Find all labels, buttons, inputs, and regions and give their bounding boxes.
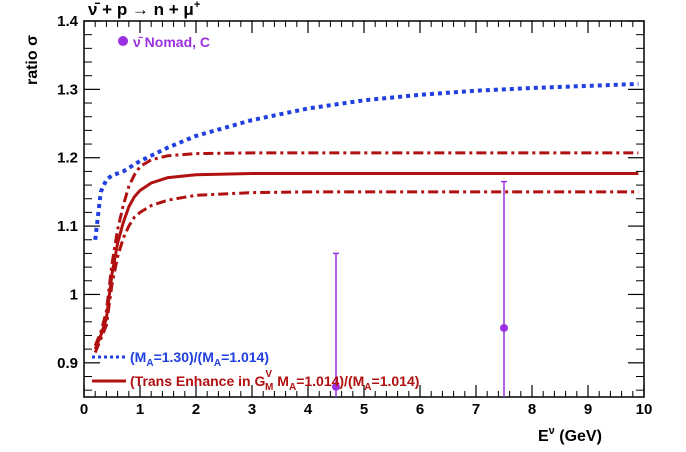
data-point — [332, 382, 340, 391]
data-points — [332, 180, 508, 397]
y-tick-label: 1.2 — [57, 150, 78, 167]
y-axis-title: ratio σ — [24, 35, 41, 85]
series-line-1 — [93, 81, 639, 241]
legend-nomad-label: ν̄ Nomad, C — [133, 34, 210, 50]
x-tick-label: 1 — [136, 401, 144, 418]
y-tick-label: 1.1 — [57, 218, 78, 235]
data-point — [500, 323, 508, 332]
x-tick-label: 10 — [636, 401, 653, 418]
y-tick-label: 0.9 — [57, 355, 78, 372]
x-tick-label: 8 — [528, 401, 536, 418]
x-tick-label: 9 — [584, 401, 592, 418]
plot-frame — [83, 20, 645, 398]
series-line-4 — [93, 190, 639, 354]
x-tick-label: 4 — [304, 401, 313, 418]
series-line-3 — [93, 151, 639, 347]
curves — [93, 81, 639, 354]
legend-red-label: (Trans Enhance in GV M MA=1.014)/(MA=1.01… — [130, 369, 419, 393]
axes: 0 1 2 3 4 5 6 7 8 9 10 0.9 1 1.1 1.2 1.3 1.4 — [57, 13, 652, 418]
legend-nomad-marker — [118, 36, 128, 46]
chart-title: ν̄ + p → n + μ+ — [88, 0, 200, 19]
x-tick-label: 3 — [248, 401, 256, 418]
x-tick-label: 2 — [192, 401, 200, 418]
x-axis-title: Eν (GeV) — [538, 425, 602, 445]
y-tick-label: 1 — [70, 286, 78, 303]
x-tick-label: 7 — [472, 401, 480, 418]
series-line-2 — [93, 172, 639, 350]
x-tick-label: 6 — [416, 401, 424, 418]
y-tick-label: 1.3 — [57, 81, 78, 98]
x-tick-label: 5 — [360, 401, 368, 418]
legend-blue-label: (MA=1.30)/(MA=1.014) — [130, 349, 269, 369]
y-tick-label: 1.4 — [57, 13, 79, 30]
x-tick-label: 0 — [80, 401, 88, 418]
